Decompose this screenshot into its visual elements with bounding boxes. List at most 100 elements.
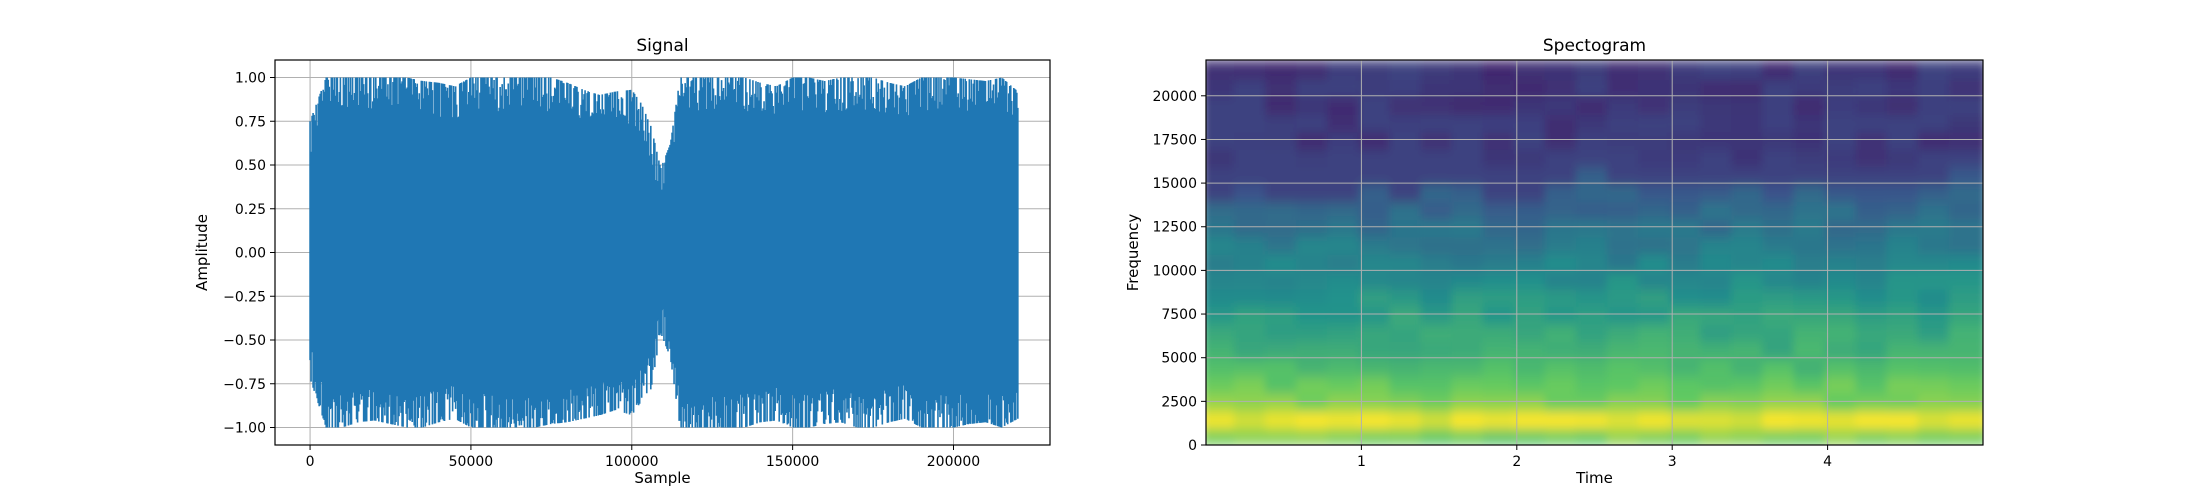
spectrogram-cell — [1206, 233, 1241, 255]
spectrogram-cell — [1731, 76, 1769, 98]
spectrogram-y-tick-label: 0 — [1188, 438, 1197, 454]
spectrogram-cell — [1793, 286, 1831, 308]
spectrogram-cell — [1700, 286, 1738, 308]
spectrogram-cell — [1513, 408, 1551, 430]
spectrogram-cell — [1420, 408, 1458, 430]
spectrogram-cell — [1358, 181, 1396, 203]
spectrogram-cell — [1606, 408, 1645, 430]
spectrogram-cell — [1731, 425, 1769, 445]
spectrogram-cell — [1544, 338, 1583, 360]
spectrogram-cell — [1544, 251, 1583, 273]
spectrogram-cell — [1917, 268, 1956, 290]
spectrogram-cell — [1762, 338, 1800, 360]
spectrogram-cell — [1731, 60, 1769, 81]
spectrogram-cell — [1638, 163, 1676, 185]
spectrogram-cell — [1886, 60, 1924, 81]
spectrogram-x-ticks: 1 2 3 4 — [1357, 445, 1832, 470]
spectrogram-cell — [1886, 251, 1924, 273]
spectrogram-cell — [1886, 233, 1924, 255]
spectrogram-cell — [1669, 94, 1707, 115]
spectrogram-cell — [1544, 111, 1583, 133]
spectrogram-cell — [1793, 373, 1831, 395]
spectrogram-cell — [1513, 181, 1551, 203]
spectrogram-cell — [1669, 233, 1707, 255]
spectrogram-cell — [1544, 163, 1583, 185]
spectrogram-cell — [1513, 338, 1551, 360]
signal-x-ticks: 0 50000 100000 150000 200000 — [306, 445, 980, 470]
spectrogram-cell — [1233, 198, 1272, 220]
spectrogram-cell — [1544, 181, 1583, 203]
spectrogram-cell — [1886, 198, 1924, 220]
spectrogram-cell — [1206, 146, 1241, 168]
spectrogram-cell — [1358, 76, 1396, 98]
spectrogram-cell — [1917, 111, 1956, 133]
spectrogram-cell — [1575, 76, 1614, 98]
spectrogram-cell — [1358, 94, 1396, 115]
spectrogram-cell — [1544, 268, 1583, 290]
spectrogram-cell — [1731, 181, 1769, 203]
signal-y-ticks: −1.00 −0.75 −0.50 −0.25 0.00 0.25 0.50 0.75 1.00 — [223, 71, 275, 437]
spectrogram-cell — [1669, 163, 1707, 185]
spectrogram-cell — [1824, 251, 1862, 273]
spectrogram-cell — [1358, 146, 1396, 168]
spectrogram-cell — [1669, 76, 1707, 98]
spectrogram-cell — [1886, 146, 1924, 168]
spectrogram-cell — [1575, 286, 1614, 308]
spectrogram-cell — [1420, 76, 1458, 98]
spectrogram-cell — [1358, 373, 1396, 395]
spectrogram-cell — [1233, 338, 1272, 360]
spectrogram-cell — [1389, 355, 1427, 377]
spectrogram-cell — [1544, 408, 1583, 430]
spectrogram-cell — [1233, 408, 1272, 430]
spectrogram-cell — [1420, 163, 1458, 185]
signal-chart: 0 50000 100000 150000 200000 −1.00 −0.75 −0.50… — [193, 36, 1051, 487]
spectrogram-cell — [1296, 355, 1334, 377]
spectrogram-cell — [1206, 94, 1241, 115]
spectrogram-cell — [1206, 76, 1241, 98]
spectrogram-y-tick-label: 12500 — [1152, 220, 1197, 236]
spectrogram-cell — [1233, 268, 1272, 290]
spectrogram-cell — [1700, 181, 1738, 203]
spectrogram-cell — [1606, 198, 1645, 220]
spectrogram-cell — [1762, 146, 1800, 168]
spectrogram-cell — [1233, 111, 1272, 133]
spectrogram-cell — [1731, 163, 1769, 185]
spectrogram-cell — [1420, 233, 1458, 255]
spectrogram-cell — [1451, 163, 1489, 185]
spectrogram-cell — [1606, 76, 1645, 98]
spectrogram-y-tick-label: 5000 — [1161, 351, 1197, 367]
spectrogram-cell — [1886, 181, 1924, 203]
spectrogram-cell — [1327, 268, 1365, 290]
spectrogram-cell — [1948, 94, 1983, 115]
spectrogram-cell — [1206, 198, 1241, 220]
spectrogram-cell — [1575, 251, 1614, 273]
spectrogram-cell — [1886, 425, 1924, 445]
signal-x-axis-label: Sample — [634, 469, 690, 487]
spectrogram-cell — [1855, 198, 1893, 220]
spectrogram-cell — [1700, 268, 1738, 290]
spectrogram-cell — [1206, 181, 1241, 203]
spectrogram-cell — [1575, 338, 1614, 360]
signal-waveform — [309, 77, 1019, 428]
spectrogram-cell — [1265, 425, 1303, 445]
spectrogram-cell — [1296, 111, 1334, 133]
spectrogram-cell — [1638, 268, 1676, 290]
spectrogram-cell — [1917, 163, 1956, 185]
spectrogram-cell — [1482, 111, 1520, 133]
spectrogram-cell — [1482, 76, 1520, 98]
spectrogram-cell — [1855, 146, 1893, 168]
spectrogram-cell — [1358, 251, 1396, 273]
spectrogram-cell — [1327, 338, 1365, 360]
signal-y-tick-label: −1.00 — [223, 421, 266, 437]
spectrogram-cell — [1731, 355, 1769, 377]
spectrogram-cell — [1513, 146, 1551, 168]
spectrogram-cell — [1544, 76, 1583, 98]
spectrogram-cell — [1700, 355, 1738, 377]
spectrogram-cell — [1700, 408, 1738, 430]
spectrogram-cell — [1855, 321, 1893, 342]
spectrogram-cell — [1327, 233, 1365, 255]
signal-y-tick-label: 0.25 — [235, 202, 266, 218]
spectrogram-cell — [1451, 408, 1489, 430]
spectrogram-cell — [1917, 408, 1956, 430]
spectrogram-cell — [1358, 198, 1396, 220]
